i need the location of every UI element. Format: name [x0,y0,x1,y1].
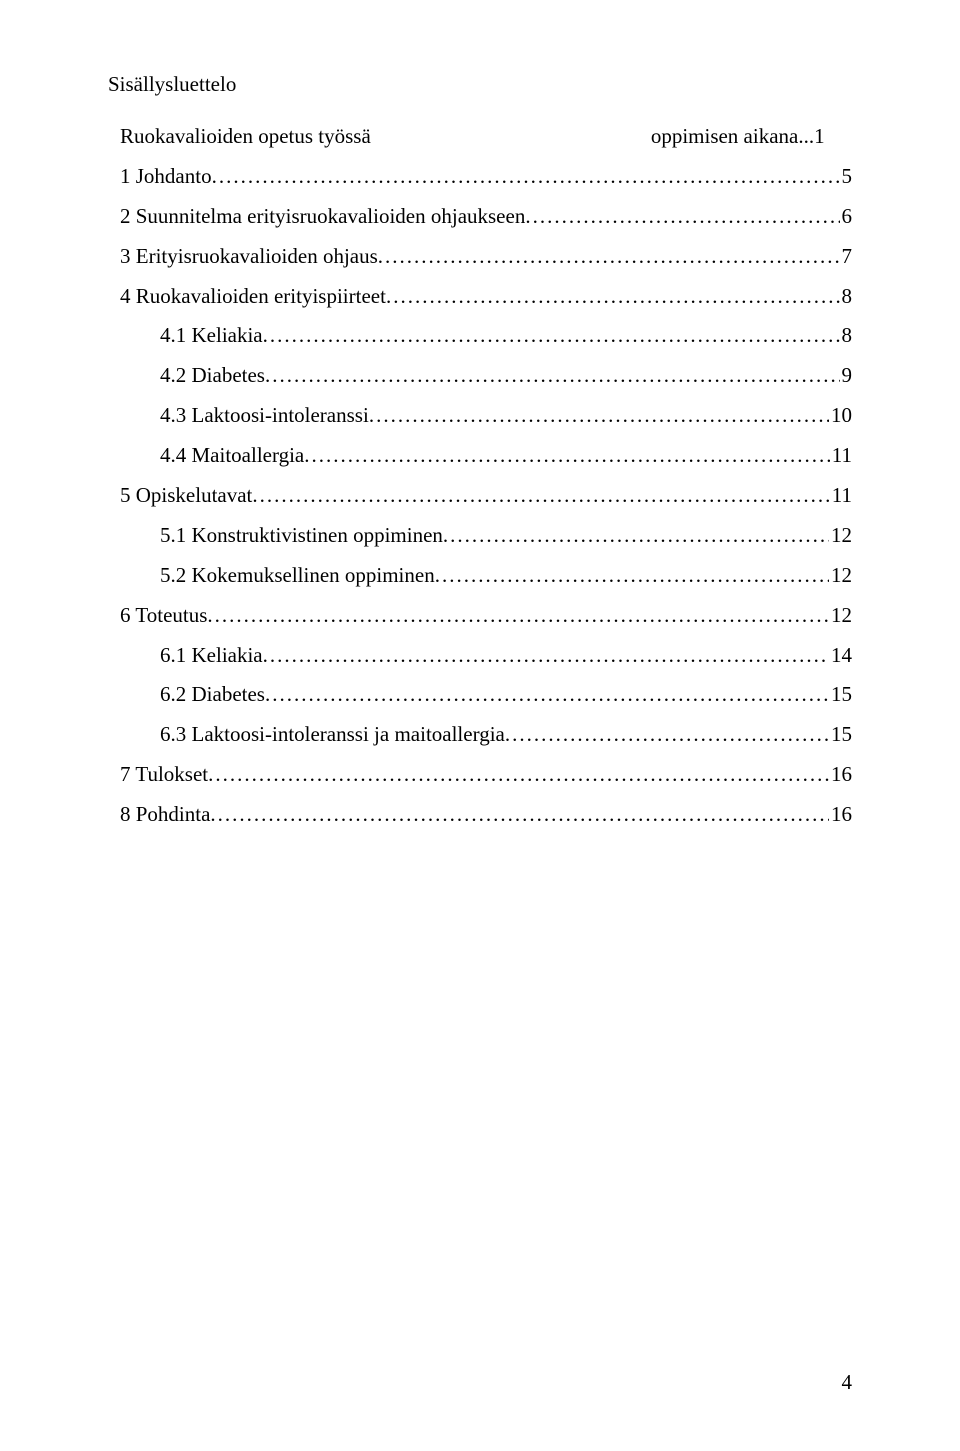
toc-dot-leader [263,316,840,356]
toc-line: 7 Tulokset 16 [108,755,852,795]
toc-line: 4 Ruokavalioiden erityispiirteet 8 [108,277,852,317]
toc-line: 6.2 Diabetes 15 [108,675,852,715]
toc-entry-label: Ruokavalioiden opetus työssä [120,117,371,157]
toc-line: 6 Toteutus 12 [108,596,852,636]
toc-dot-leader [263,636,829,676]
toc-dot-leader [386,277,840,317]
toc-entry-page: 15 [829,675,852,715]
toc-line: 8 Pohdinta 16 [108,795,852,835]
toc-dot-leader [304,436,830,476]
toc-entry-page: 8 [840,277,853,317]
toc-entry-label: 6.1 Keliakia [160,636,263,676]
toc-dot-leader [369,396,829,436]
toc-line: 5.1 Konstruktivistinen oppiminen 12 [108,516,852,556]
toc-dot-leader [443,516,829,556]
toc-entry-page: 12 [829,516,852,556]
toc-container: Ruokavalioiden opetus työssäoppimisen ai… [108,117,852,835]
toc-entry-page: 14 [829,636,852,676]
toc-line: 4.4 Maitoallergia 11 [108,436,852,476]
toc-entry-label: 1 Johdanto [120,157,212,197]
toc-entry-page: 11 [830,476,852,516]
toc-entry-label: 8 Pohdinta [120,795,210,835]
toc-line: 3 Erityisruokavalioiden ohjaus 7 [108,237,852,277]
toc-entry-page: 12 [829,556,852,596]
toc-entry-page: 9 [840,356,853,396]
toc-line: 2 Suunnitelma erityisruokavalioiden ohja… [108,197,852,237]
toc-line: 6.1 Keliakia 14 [108,636,852,676]
toc-entry-page: 6 [840,197,853,237]
toc-entry-label: 6.2 Diabetes [160,675,265,715]
toc-entry-label: 6.3 Laktoosi-intoleranssi ja maitoallerg… [160,715,505,755]
toc-dot-leader [525,197,839,237]
toc-dot-leader [208,755,829,795]
toc-line: 4.2 Diabetes 9 [108,356,852,396]
toc-entry-page: 12 [829,596,852,636]
toc-entry-right-text: oppimisen aikana...1 [371,117,825,157]
toc-entry-label: 5 Opiskelutavat [120,476,252,516]
toc-entry-label: 5.1 Konstruktivistinen oppiminen [160,516,443,556]
page-number: 4 [842,1370,853,1395]
toc-entry-page: 16 [829,755,852,795]
toc-line: 4.3 Laktoosi-intoleranssi 10 [108,396,852,436]
toc-entry-page: 10 [829,396,852,436]
toc-dot-leader [265,356,840,396]
toc-line: 5 Opiskelutavat 11 [108,476,852,516]
toc-title: Sisällysluettelo [108,72,852,97]
toc-entry-page: 7 [840,237,853,277]
toc-entry-page: 11 [830,436,852,476]
toc-entry-label: 5.2 Kokemuksellinen oppiminen [160,556,435,596]
toc-dot-leader [435,556,829,596]
toc-line: Ruokavalioiden opetus työssäoppimisen ai… [108,117,852,157]
toc-entry-label: 7 Tulokset [120,755,208,795]
toc-dot-leader [378,237,840,277]
toc-entry-label: 6 Toteutus [120,596,207,636]
toc-dot-leader [210,795,829,835]
toc-dot-leader [212,157,840,197]
toc-entry-page: 15 [829,715,852,755]
toc-dot-leader [265,675,829,715]
toc-entry-page: 5 [840,157,853,197]
toc-dot-leader [207,596,829,636]
toc-entry-page: 8 [840,316,853,356]
toc-entry-label: 4 Ruokavalioiden erityispiirteet [120,277,386,317]
toc-entry-label: 2 Suunnitelma erityisruokavalioiden ohja… [120,197,525,237]
toc-line: 5.2 Kokemuksellinen oppiminen 12 [108,556,852,596]
toc-dot-leader [505,715,829,755]
toc-entry-label: 4.4 Maitoallergia [160,436,304,476]
toc-line: 1 Johdanto 5 [108,157,852,197]
toc-entry-label: 4.2 Diabetes [160,356,265,396]
toc-entry-label: 3 Erityisruokavalioiden ohjaus [120,237,378,277]
toc-entry-label: 4.1 Keliakia [160,316,263,356]
toc-entry-label: 4.3 Laktoosi-intoleranssi [160,396,369,436]
toc-line: 4.1 Keliakia 8 [108,316,852,356]
toc-entry-page: 16 [829,795,852,835]
page: Sisällysluettelo Ruokavalioiden opetus t… [0,0,960,1451]
toc-line: 6.3 Laktoosi-intoleranssi ja maitoallerg… [108,715,852,755]
toc-dot-leader [252,476,829,516]
